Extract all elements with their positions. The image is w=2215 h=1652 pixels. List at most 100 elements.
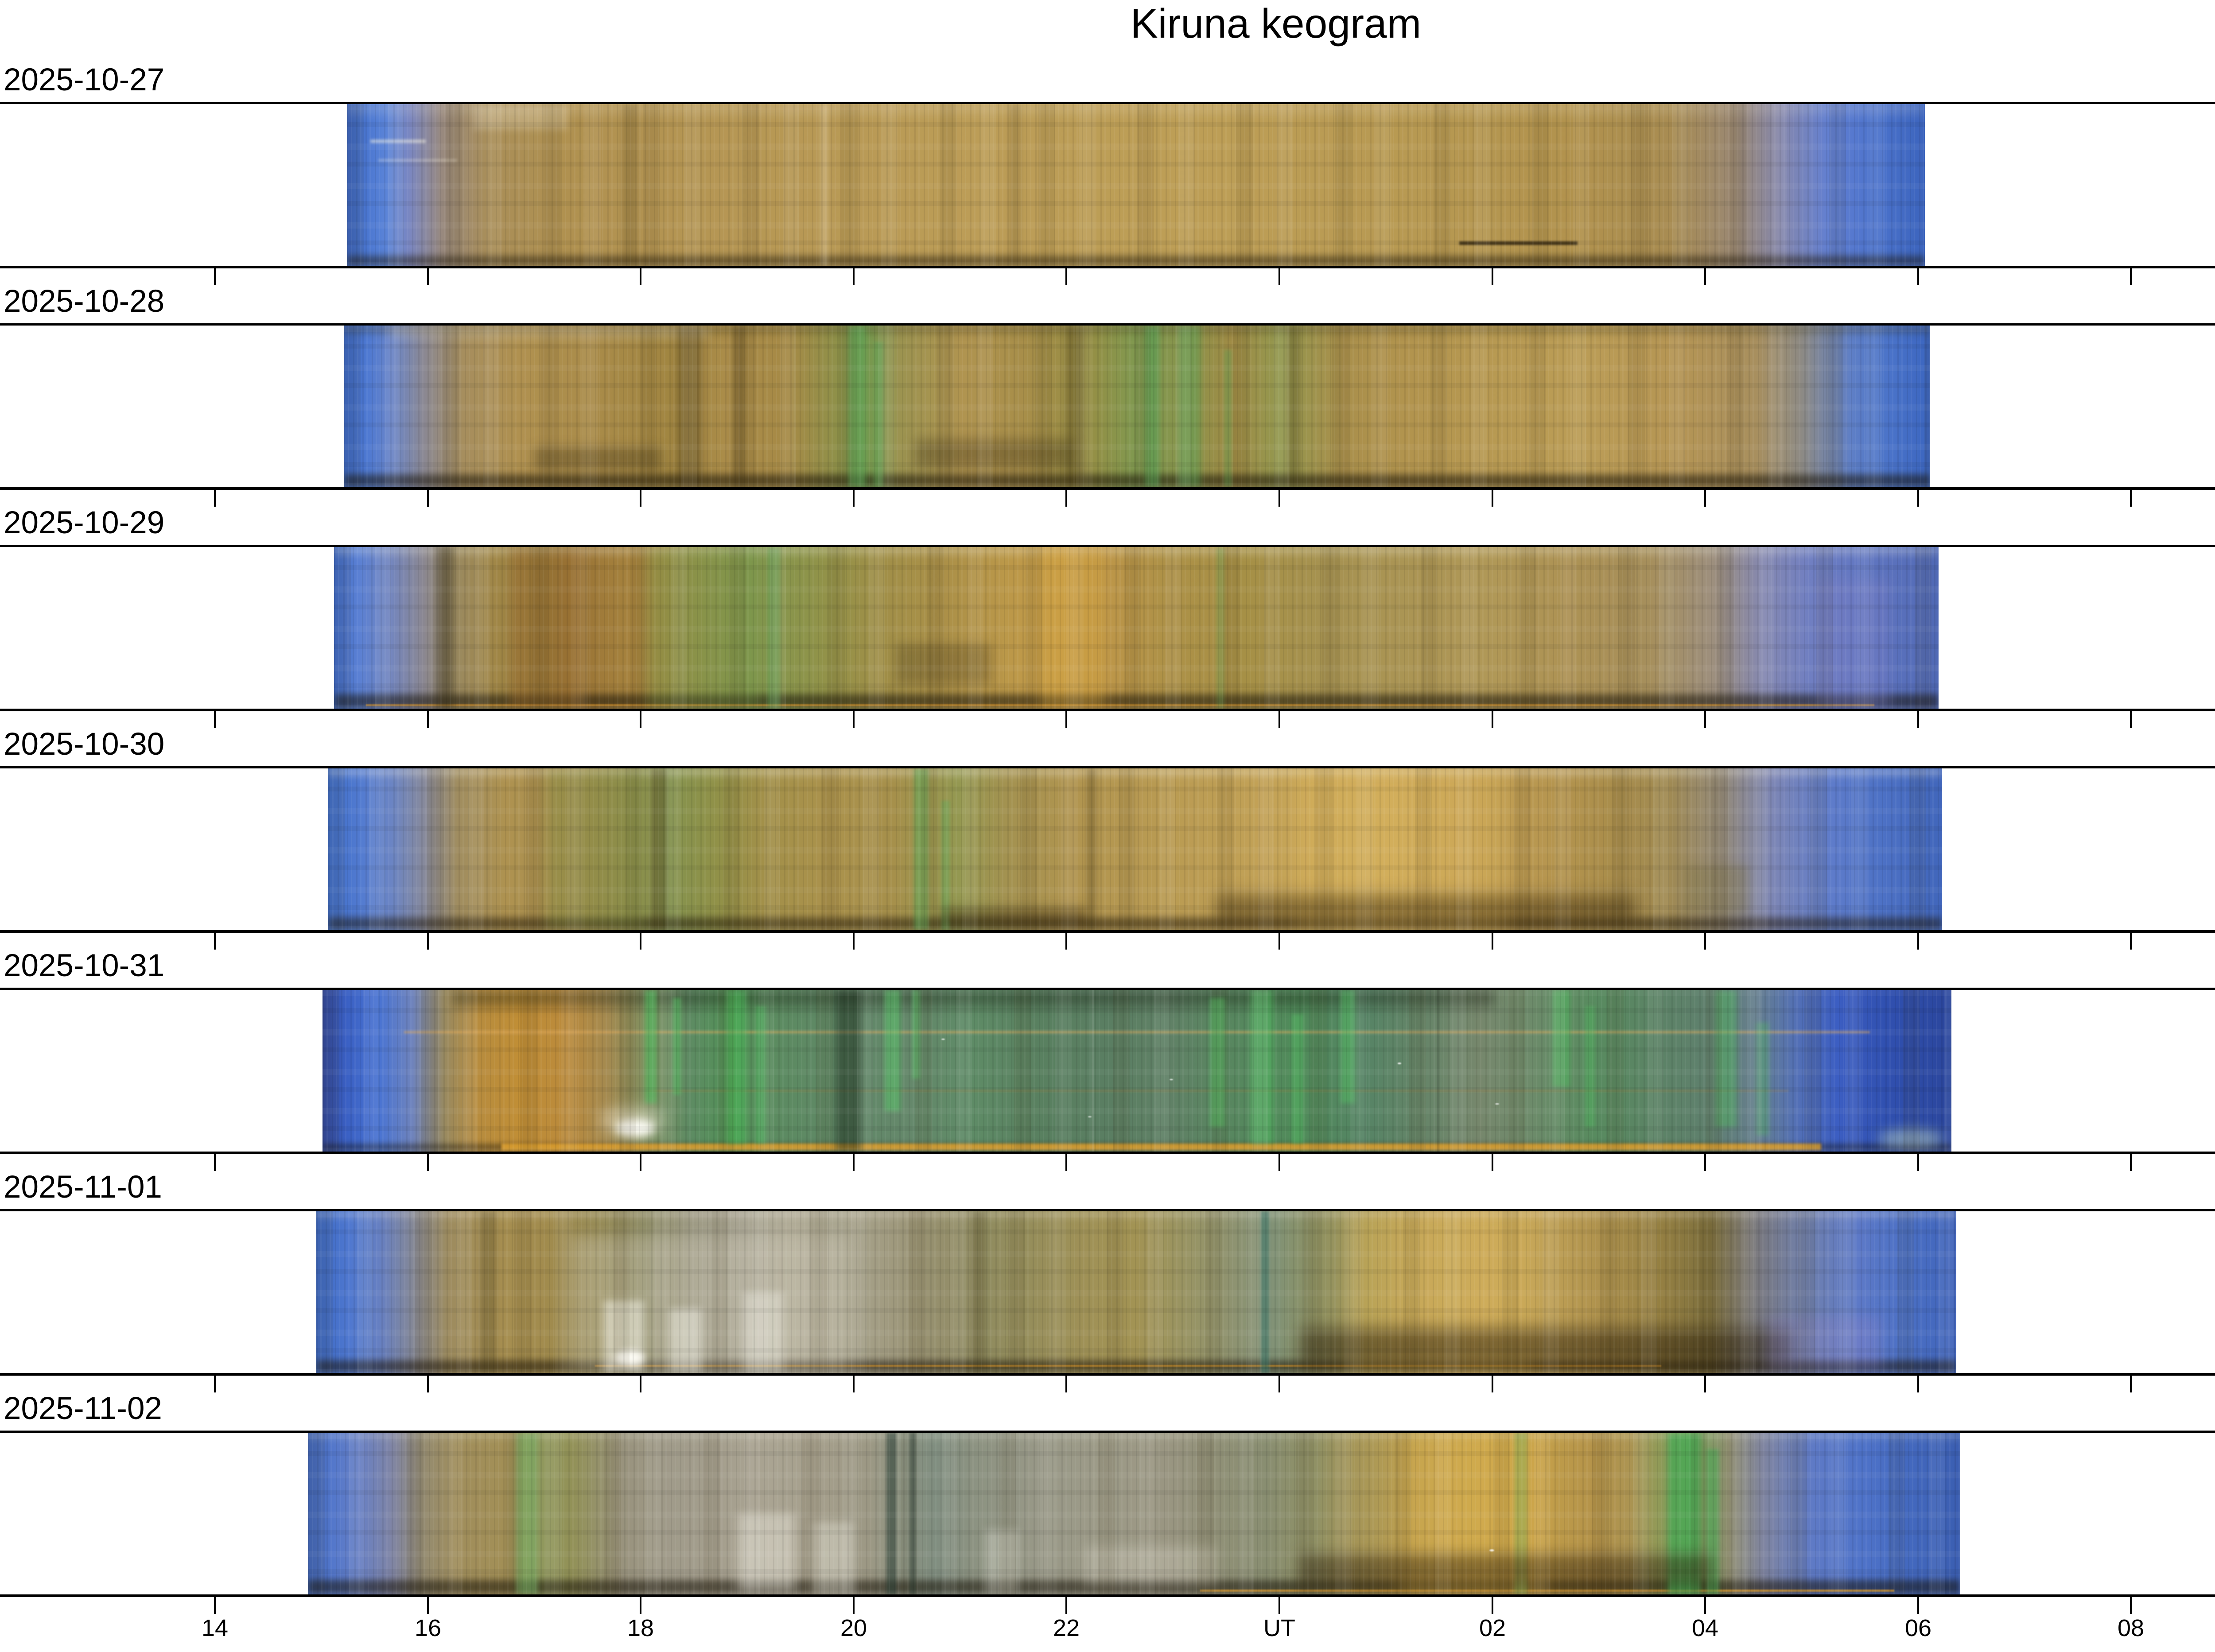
strip-feature-band	[334, 694, 1939, 709]
axis-tick	[1065, 711, 1067, 728]
strip-feature-band	[546, 768, 643, 930]
strip-feature-band	[651, 768, 668, 930]
strip-feature-band	[328, 917, 1942, 930]
strip-feature-band	[941, 801, 950, 930]
strip-feature-band	[812, 1521, 853, 1594]
axis-tick	[214, 490, 216, 507]
axis-tick	[1065, 933, 1067, 950]
row-axis-line	[0, 930, 2215, 933]
axis-tick	[1278, 1376, 1280, 1392]
keogram-row: 2025-11-02 2025-11-03 North South	[0, 1391, 2215, 1652]
axis-tick	[640, 490, 641, 507]
strip-feature-band	[378, 159, 458, 162]
axis-tick-label: 22	[1053, 1615, 1080, 1641]
keogram-row: 2025-10-31 2025-11-01 North South	[0, 948, 2215, 1209]
strip-feature-band	[1296, 768, 1507, 930]
axis-tick	[1278, 268, 1280, 285]
axis-tick	[853, 268, 855, 285]
strip-feature-band	[1398, 1433, 1547, 1594]
strip-feature-blob	[615, 1119, 655, 1137]
strip-feature-band	[1145, 326, 1159, 487]
row-top-line	[0, 323, 2215, 326]
strip-feature-band	[453, 990, 1496, 1006]
row-start-date: 2025-11-02	[4, 1391, 162, 1426]
strip-feature-blob	[941, 1038, 945, 1040]
axis-tick	[1917, 711, 1919, 728]
strip-feature-band	[1715, 990, 1737, 1128]
axis-tick	[1065, 1376, 1067, 1392]
axis-tick	[214, 1597, 216, 1614]
strip-feature-band	[1091, 990, 1094, 1152]
axis-tick	[640, 1154, 641, 1171]
axis-tick	[853, 490, 855, 507]
strip-feature-band	[391, 326, 709, 339]
axis-tick-label: 02	[1479, 1615, 1506, 1641]
keogram-row: 2025-10-29 2025-10-30 North South	[0, 505, 2215, 766]
strip-feature-band	[438, 547, 455, 709]
strip-feature-band	[501, 1143, 1821, 1151]
strip-feature-band	[820, 104, 828, 266]
strip-feature-band	[370, 140, 426, 143]
strip-feature-band	[1261, 1211, 1269, 1373]
axis-tick	[214, 1376, 216, 1392]
strip-feature-band	[726, 990, 746, 1144]
strip-feature-band	[941, 907, 1087, 927]
axis-tick	[1065, 1154, 1067, 1171]
strip-feature-band	[886, 1433, 896, 1594]
axis-tick-label: 18	[627, 1615, 654, 1641]
strip-feature-band	[334, 547, 1939, 555]
axis-tick	[853, 711, 855, 728]
axis-tick	[1704, 1154, 1706, 1171]
axis-tick	[1704, 933, 1706, 950]
axis-tick	[1492, 933, 1493, 950]
strip-feature-band	[344, 474, 1930, 487]
strip-feature-band	[1010, 104, 1021, 266]
strip-feature-band	[972, 1211, 986, 1373]
axis-tick	[1704, 711, 1706, 728]
axis-tick	[1065, 490, 1067, 507]
strip-feature-band	[1216, 894, 1636, 924]
axis-tick	[853, 1154, 855, 1171]
strip-feature-band	[915, 438, 1074, 468]
axis-tick	[1917, 1154, 1919, 1171]
strip-feature-band	[909, 1433, 916, 1594]
strip-feature-blob	[1489, 1549, 1495, 1551]
axis-tick	[427, 711, 429, 728]
keogram-strip	[334, 547, 1939, 709]
strip-feature-band	[1065, 326, 1085, 487]
axis-tick	[427, 268, 429, 285]
axis-tick	[214, 1154, 216, 1171]
axis-tick	[640, 268, 641, 285]
strip-feature-band	[645, 990, 657, 1103]
axis-tick	[427, 1376, 429, 1392]
axis-tick	[2130, 490, 2132, 507]
axis-tick	[2130, 1597, 2132, 1614]
row-axis-line	[0, 709, 2215, 711]
strip-feature-band	[874, 341, 883, 487]
strip-feature-blob	[1170, 1078, 1174, 1081]
strip-feature-band	[1667, 1433, 1701, 1594]
row-top-line	[0, 545, 2215, 547]
axis-tick	[2130, 933, 2132, 950]
page-title: Kiruna keogram	[1130, 0, 1422, 47]
strip-feature-band	[884, 990, 901, 1111]
strip-feature-band	[737, 1513, 796, 1591]
strip-feature-band	[1341, 990, 1356, 1103]
axis-tick-label: 04	[1691, 1615, 1719, 1641]
axis-tick	[1278, 490, 1280, 507]
row-start-date: 2025-10-31	[4, 948, 165, 983]
row-top-line	[0, 988, 2215, 990]
strip-feature-band	[308, 1433, 1960, 1439]
axis-tick	[214, 711, 216, 728]
row-top-line	[0, 1431, 2215, 1433]
axis-tick	[853, 1597, 855, 1614]
row-start-date: 2025-10-28	[4, 284, 165, 319]
row-ticks	[0, 1376, 2215, 1392]
axis-tick	[1704, 1597, 1706, 1614]
axis-tick	[1492, 490, 1493, 507]
keogram-row: 2025-10-30 2025-10-31 North South	[0, 727, 2215, 988]
strip-feature-band	[1684, 865, 1749, 914]
row-ticks	[0, 711, 2215, 728]
strip-feature-band	[366, 704, 1875, 706]
strip-feature-band	[623, 104, 637, 266]
